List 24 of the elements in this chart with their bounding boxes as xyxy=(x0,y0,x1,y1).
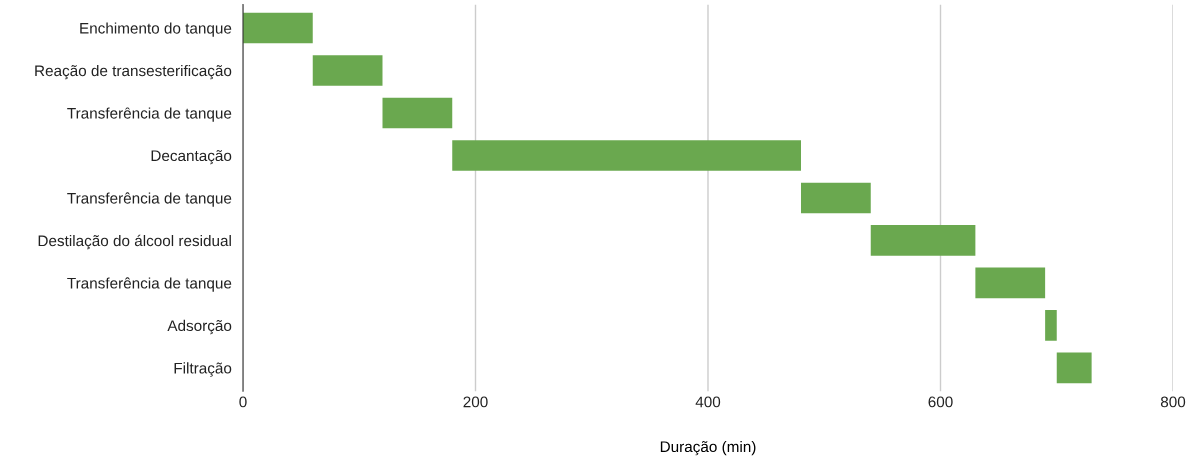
bar xyxy=(870,225,976,256)
y-tick-label: Decantação xyxy=(151,149,232,165)
bar xyxy=(1056,352,1092,384)
bar xyxy=(452,140,801,171)
bar xyxy=(243,12,313,44)
x-tick-label: 400 xyxy=(695,396,721,408)
y-tick-label: Transferência de tanque xyxy=(67,192,232,207)
y-tick-label: Filtração xyxy=(174,362,232,377)
bar xyxy=(801,182,871,214)
x-tick-label: 800 xyxy=(1160,396,1186,408)
x-tick-label: 200 xyxy=(463,396,488,408)
bar xyxy=(975,267,1046,299)
bar xyxy=(1045,310,1057,341)
bar xyxy=(382,97,453,129)
bar xyxy=(312,55,383,86)
y-tick-label: Adsorção xyxy=(167,319,232,335)
x-tick-label: 600 xyxy=(928,396,953,408)
x-tick-label: 0 xyxy=(239,396,247,408)
y-tick-label: Reação de transesterificação xyxy=(35,64,232,80)
y-tick-label: Transferência de tanque xyxy=(67,107,232,122)
y-tick-label: Transferência de tanque xyxy=(67,277,232,292)
x-axis-title: Duração (min) xyxy=(660,440,756,456)
y-tick-label: Destilação do álcool residual xyxy=(38,234,231,250)
y-tick-label: Enchimento do tanque xyxy=(80,22,232,37)
